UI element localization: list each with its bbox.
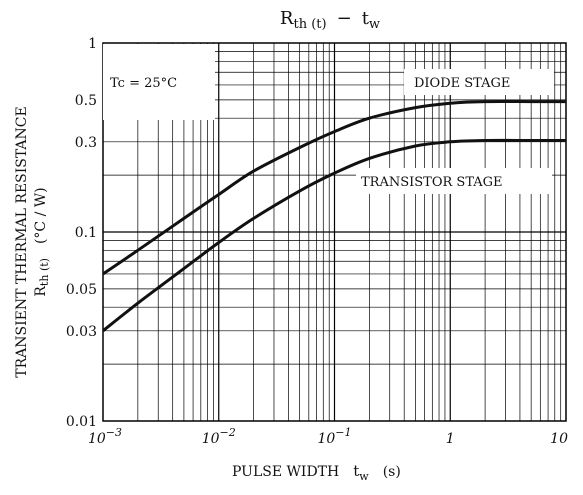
x-tick-labels: 10−3 10−2 10−1 1 10 (88, 426, 568, 447)
y-tick-label: 0.05 (66, 282, 97, 298)
series-label-diode: DIODE STAGE (414, 76, 510, 91)
grid (103, 43, 566, 421)
x-axis-title: PULSE WIDTH tw (s) (232, 462, 401, 483)
y-axis-symbol-sub: th (t) (38, 258, 51, 286)
plot-frame (102, 42, 567, 422)
x-tick-label: 10−1 (317, 426, 351, 447)
title-main: R (280, 8, 294, 29)
condition-label: Tc = 25°C (110, 76, 177, 91)
transistor-label-box (356, 168, 552, 194)
y-tick-label: 1 (88, 36, 97, 52)
y-tick-label: 0.5 (75, 93, 97, 109)
y-axis-title: TRANSIENT THERMAL RESISTANCE Rth (t) (°C … (14, 106, 51, 377)
y-tick-label: 0.03 (66, 324, 97, 340)
x-axis-symbol-sub: w (359, 470, 369, 483)
y-tick-label: 0.01 (66, 414, 97, 430)
x-tick-label: 10−3 (88, 426, 122, 447)
y-tick-label: 0.1 (75, 225, 97, 241)
x-tick-label: 1 (446, 431, 455, 447)
series-line-transistor (102, 138, 566, 332)
x-axis-label-text: PULSE WIDTH (232, 464, 339, 480)
diode-label-box (404, 69, 554, 95)
series-label-transistor: TRANSISTOR STAGE (361, 175, 503, 190)
title-main-sub: th (t) (293, 17, 326, 32)
title-tail-sub: w (369, 17, 380, 32)
y-tick-labels: 1 0.5 0.3 0.1 0.05 0.03 0.01 (66, 36, 97, 430)
y-axis-unit: (°C / W) (33, 187, 49, 244)
series-line-diode (102, 99, 566, 276)
chart-title: Rth (t) − tw (280, 8, 380, 32)
title-tail: t (362, 8, 370, 29)
x-axis-unit: (s) (383, 464, 401, 480)
title-dash: − (337, 8, 352, 29)
condition-label-box (103, 44, 215, 120)
y-axis-symbol: R (33, 286, 49, 297)
x-tick-label: 10 (550, 431, 568, 447)
x-tick-label: 10−2 (202, 426, 236, 447)
y-tick-label: 0.3 (75, 135, 97, 151)
y-axis-label-line2: Rth (t) (°C / W) (33, 187, 51, 296)
x-axis-symbol: t (353, 462, 359, 480)
y-axis-label-line1: TRANSIENT THERMAL RESISTANCE (14, 106, 30, 377)
